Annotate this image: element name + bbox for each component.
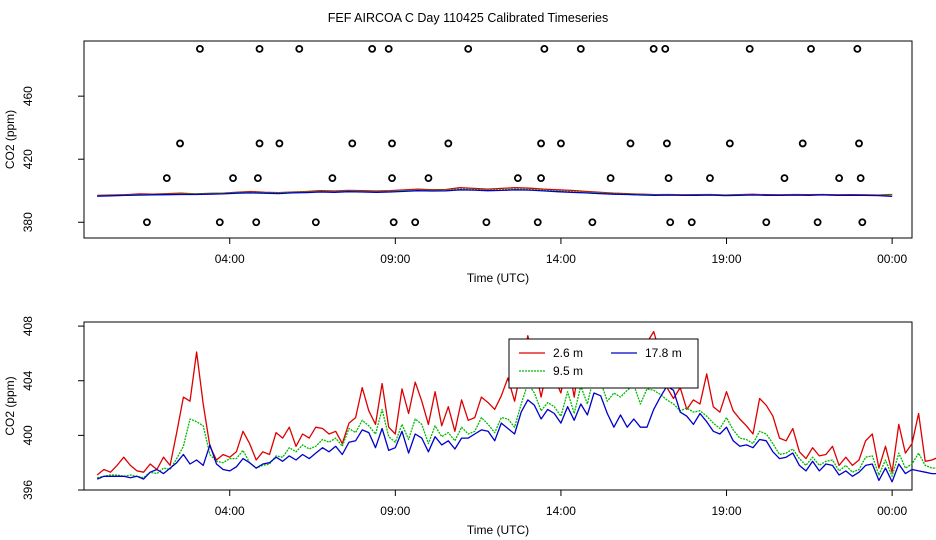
calibration-point	[464, 44, 473, 53]
plot-frame	[83, 40, 913, 239]
calibration-point	[295, 44, 304, 53]
x-tick-label: 14:00	[546, 504, 576, 518]
calibration-point	[745, 44, 754, 53]
calibration-point	[576, 44, 585, 53]
calibration-point	[513, 174, 522, 183]
calibration-point	[798, 139, 807, 148]
x-tick-label: 00:00	[877, 504, 907, 518]
y-axis-label: CO2 (ppm)	[3, 110, 17, 169]
top-panel: 04:00 09:00 14:00 19:00 00:00 380 420 460 Time (…	[3, 40, 913, 285]
legend-box	[508, 338, 699, 389]
x-tick-label: 00:00	[877, 252, 907, 266]
y-tick-label: 396	[21, 480, 35, 500]
calibration-point	[853, 44, 862, 53]
legend-label: 17.8 m	[645, 346, 682, 360]
calibration-point	[649, 44, 658, 53]
calibration-point	[807, 44, 815, 53]
calibration-point	[252, 218, 261, 227]
calibration-point	[661, 44, 670, 53]
calibration-point	[533, 218, 542, 227]
calibration-point	[275, 139, 284, 148]
calibration-point	[762, 218, 771, 227]
calibration-point	[687, 218, 696, 227]
y-tick-label: 400	[21, 425, 35, 445]
calibration-point	[537, 139, 545, 148]
x-tick-label: 19:00	[712, 504, 742, 518]
calibration-point	[384, 44, 393, 53]
calibration-point	[856, 174, 865, 183]
calibration-point	[626, 139, 635, 148]
y-tick-label: 408	[21, 316, 35, 336]
x-tick-label: 14:00	[546, 252, 576, 266]
plot-frame	[83, 321, 913, 491]
x-tick-label: 19:00	[712, 252, 742, 266]
calibration-point	[255, 139, 264, 148]
calibration-point	[482, 218, 491, 227]
x-tick-label: 04:00	[215, 252, 245, 266]
legend-label: 2.6 m	[553, 346, 583, 360]
calibration-point	[176, 139, 184, 148]
calibration-point	[725, 139, 734, 148]
calibration-point	[606, 174, 615, 183]
y-tick-label: 420	[21, 149, 35, 169]
x-tick-label: 09:00	[380, 504, 410, 518]
calibration-point	[424, 174, 433, 183]
calibration-point	[368, 44, 377, 53]
series-line-2-6-m	[96, 330, 936, 476]
series-line-9-5-m	[97, 374, 936, 479]
x-tick-label: 04:00	[215, 504, 245, 518]
x-tick-label: 09:00	[380, 252, 410, 266]
calibration-point	[557, 139, 565, 148]
y-axis-label: CO2 (ppm)	[3, 376, 17, 435]
calibration-point	[388, 139, 396, 148]
y-tick-label: 460	[21, 86, 35, 106]
calibration-point	[348, 139, 357, 148]
series-line-17-8-m	[97, 189, 893, 198]
figure-title: FEF AIRCOA C Day 110425 Calibrated Times…	[328, 11, 608, 25]
calibration-point	[780, 174, 789, 183]
calibration-point	[706, 174, 714, 183]
calibration-point	[666, 218, 675, 227]
calibration-point	[328, 174, 337, 183]
calibration-point	[663, 139, 671, 148]
calibration-point	[540, 44, 549, 53]
legend: 2.6 m 9.5 m 17.8 m	[508, 338, 699, 389]
bottom-panel: 04:00 09:00 14:00 19:00 00:00 396 400 404 408 Tim…	[3, 316, 936, 537]
calibration-point	[444, 139, 453, 148]
calibration-point	[162, 174, 171, 183]
calibration-point	[229, 174, 237, 183]
legend-label: 9.5 m	[553, 364, 583, 378]
calibration-point	[858, 218, 867, 227]
y-tick-label: 404	[21, 370, 35, 390]
calibration-point	[813, 218, 822, 227]
calibration-point	[196, 44, 204, 53]
calibration-point	[311, 218, 320, 227]
calibration-point	[855, 139, 863, 148]
y-tick-label: 380	[21, 212, 35, 232]
calibration-point	[835, 174, 844, 183]
x-axis-label: Time (UTC)	[467, 271, 529, 285]
series-line-17-8-m	[96, 385, 936, 483]
x-axis-label: Time (UTC)	[467, 523, 529, 537]
calibration-point	[537, 174, 545, 183]
calibration-point	[215, 218, 224, 227]
calibration-point	[253, 174, 262, 183]
calibration-point	[411, 218, 420, 227]
calibration-point	[588, 218, 597, 227]
calibration-point	[389, 218, 398, 227]
calibration-point	[388, 174, 396, 183]
calibration-point	[664, 174, 673, 183]
calibration-point	[255, 44, 264, 53]
calibration-point	[143, 218, 151, 227]
